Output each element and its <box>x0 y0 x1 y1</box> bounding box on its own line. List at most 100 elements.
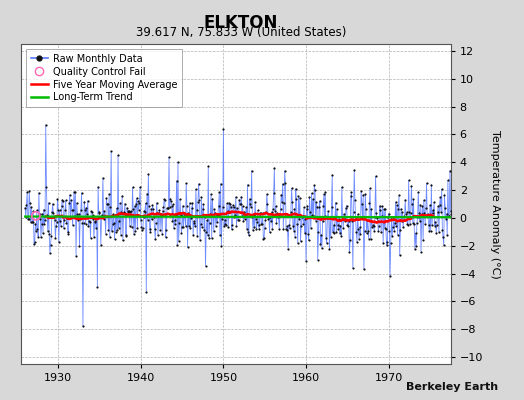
Point <box>298 213 307 220</box>
Point <box>350 209 358 216</box>
Point <box>358 214 367 221</box>
Point <box>61 197 70 204</box>
Point <box>247 204 255 210</box>
Point <box>32 228 40 234</box>
Point <box>126 209 135 216</box>
Point <box>357 201 366 207</box>
Point <box>58 196 67 203</box>
Point <box>188 200 196 206</box>
Point <box>287 185 296 191</box>
Point <box>373 215 381 221</box>
Point <box>74 211 83 217</box>
Point <box>77 207 85 213</box>
Point <box>21 204 29 211</box>
Point <box>275 226 283 232</box>
Point <box>305 194 314 201</box>
Text: 39.617 N, 75.833 W (United States): 39.617 N, 75.833 W (United States) <box>136 26 346 39</box>
Point <box>266 214 275 220</box>
Point <box>25 188 34 194</box>
Point <box>41 216 49 223</box>
Point <box>295 216 303 222</box>
Point <box>164 205 172 211</box>
Point <box>293 240 302 246</box>
Point <box>431 219 440 225</box>
Point <box>137 216 145 223</box>
Point <box>380 206 388 212</box>
Point <box>347 189 356 195</box>
Point <box>320 191 328 197</box>
Point <box>398 218 406 224</box>
Point <box>239 218 247 224</box>
Point <box>282 226 291 233</box>
Point <box>413 214 422 220</box>
Point <box>168 218 177 224</box>
Point <box>419 237 427 244</box>
Point <box>203 217 211 223</box>
Point <box>429 210 438 216</box>
Point <box>109 211 117 217</box>
Point <box>208 195 216 202</box>
Point <box>378 213 386 219</box>
Point <box>280 200 288 207</box>
Point <box>194 180 203 187</box>
Point <box>319 218 327 224</box>
Point <box>37 220 46 227</box>
Point <box>409 220 417 226</box>
Point <box>308 212 316 218</box>
Point <box>45 231 53 237</box>
Point <box>141 200 150 206</box>
Point <box>204 163 212 170</box>
Point <box>342 205 350 211</box>
Point <box>213 219 222 226</box>
Point <box>104 226 113 233</box>
Point <box>430 199 438 205</box>
Point <box>235 196 244 203</box>
Point <box>97 213 106 219</box>
Point <box>126 223 134 230</box>
Point <box>334 226 343 232</box>
Point <box>24 216 32 222</box>
Point <box>50 214 58 220</box>
Point <box>48 209 56 216</box>
Point <box>80 198 89 205</box>
Point <box>288 199 297 206</box>
Point <box>326 234 335 240</box>
Point <box>147 205 155 212</box>
Point <box>163 205 172 211</box>
Point <box>217 243 225 250</box>
Point <box>163 205 171 211</box>
Point <box>299 221 308 227</box>
Point <box>220 223 228 229</box>
Point <box>122 232 130 238</box>
Legend: Raw Monthly Data, Quality Control Fail, Five Year Moving Average, Long-Term Tren: Raw Monthly Data, Quality Control Fail, … <box>26 49 182 107</box>
Point <box>280 168 289 174</box>
Point <box>307 225 315 232</box>
Point <box>438 226 446 233</box>
Point <box>150 214 158 220</box>
Point <box>179 224 188 230</box>
Point <box>199 201 208 208</box>
Point <box>274 213 282 220</box>
Point <box>108 221 117 228</box>
Point <box>121 201 129 207</box>
Point <box>256 210 264 216</box>
Point <box>225 208 234 215</box>
Point <box>158 230 166 237</box>
Point <box>359 192 367 198</box>
Point <box>376 206 385 213</box>
Point <box>363 217 372 224</box>
Point <box>128 224 136 230</box>
Point <box>199 206 207 213</box>
Point <box>352 229 361 235</box>
Point <box>175 220 183 226</box>
Point <box>27 204 36 210</box>
Point <box>253 218 261 225</box>
Point <box>51 235 60 241</box>
Point <box>345 218 353 225</box>
Point <box>112 229 120 235</box>
Point <box>277 191 286 198</box>
Point <box>427 228 435 234</box>
Point <box>423 212 431 218</box>
Point <box>426 202 434 208</box>
Point <box>93 284 102 291</box>
